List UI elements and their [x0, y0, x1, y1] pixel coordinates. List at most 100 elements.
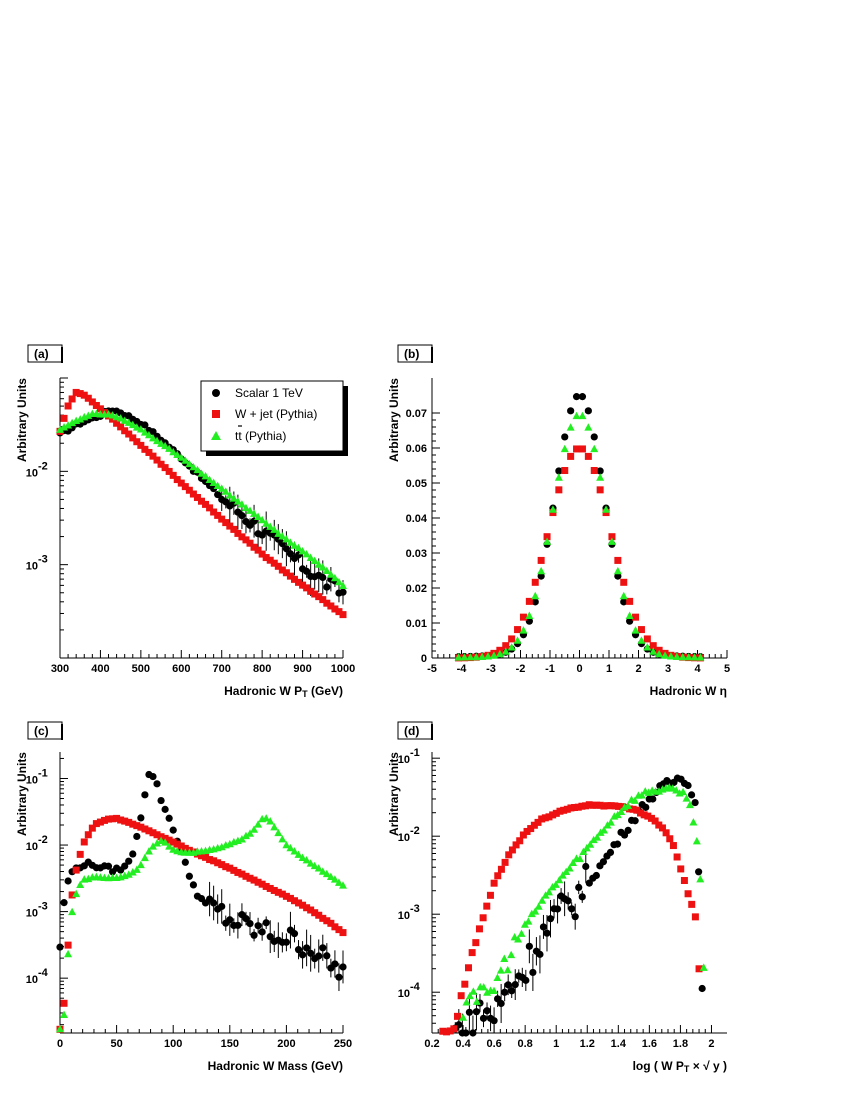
data-point-ttbar — [685, 800, 694, 809]
series-ttbar — [56, 814, 347, 1033]
data-point-ttbar — [531, 907, 540, 915]
data-point-wjet — [230, 525, 238, 533]
data-point-wjet — [173, 840, 181, 848]
data-point-ttbar — [266, 817, 275, 825]
data-point-ttbar — [649, 647, 658, 655]
data-point-ttbar — [128, 868, 137, 876]
data-point-wjet — [303, 584, 311, 592]
data-point-scalar — [564, 897, 572, 905]
data-point-wjet — [439, 1027, 447, 1035]
data-point-scalar — [169, 826, 177, 834]
data-point-ttbar — [56, 1024, 64, 1033]
x-axis-title: Hadronic W η — [650, 684, 727, 698]
data-point-wjet — [567, 804, 575, 812]
data-point-ttbar — [290, 541, 299, 549]
data-point-wjet — [286, 894, 294, 902]
data-point-wjet — [177, 479, 185, 487]
data-point-wjet — [137, 441, 145, 449]
data-point-ttbar — [298, 546, 307, 555]
data-point-scalar — [282, 545, 290, 553]
data-point-wjet — [202, 853, 210, 861]
data-point-scalar — [469, 1029, 477, 1037]
x-tick-label: 1000 — [331, 663, 355, 675]
data-point-wjet — [214, 511, 222, 519]
data-point-scalar — [250, 931, 258, 939]
data-point-wjet — [508, 846, 516, 854]
data-point-wjet — [640, 811, 648, 819]
data-point-ttbar — [459, 1013, 468, 1021]
data-point-ttbar — [201, 471, 210, 480]
data-point-wjet — [109, 815, 117, 823]
data-point-wjet — [274, 562, 282, 570]
data-point-scalar — [546, 915, 555, 923]
data-point-scalar — [462, 1029, 470, 1037]
data-point-ttbar — [472, 997, 481, 1005]
data-point-wjet — [501, 858, 509, 866]
data-point-wjet — [270, 559, 278, 567]
data-point-ttbar — [246, 829, 255, 837]
data-point-scalar — [56, 943, 64, 951]
data-point-wjet — [238, 870, 246, 878]
data-point-ttbar — [144, 847, 153, 855]
data-point-wjet — [105, 815, 113, 823]
data-point-wjet — [125, 430, 133, 438]
data-point-wjet — [68, 395, 76, 403]
data-point-wjet — [290, 575, 298, 583]
x-tick-label: 0 — [57, 1038, 63, 1050]
data-point-wjet — [637, 626, 645, 634]
data-point-ttbar — [565, 864, 574, 872]
data-point-ttbar — [560, 444, 569, 453]
data-point-wjet — [323, 599, 331, 607]
x-tick-label: 1.8 — [673, 1038, 688, 1050]
data-point-wjet — [508, 635, 516, 643]
data-point-ttbar — [258, 515, 267, 524]
data-point-ttbar — [692, 837, 701, 845]
data-point-scalar — [490, 1017, 498, 1025]
data-point-ttbar — [306, 553, 315, 561]
legend-marker-wjet — [212, 410, 220, 418]
data-point-wjet — [534, 818, 542, 826]
data-point-wjet — [643, 635, 651, 643]
x-tick-label: 250 — [334, 1038, 352, 1050]
data-point-wjet — [457, 992, 465, 1000]
data-point-wjet — [479, 914, 487, 922]
data-point-ttbar — [548, 882, 557, 891]
data-point-wjet — [327, 919, 335, 927]
data-point-scalar — [60, 899, 68, 907]
data-point-ttbar — [555, 875, 564, 884]
data-point-scalar — [214, 490, 222, 499]
data-point-scalar — [649, 795, 657, 803]
data-point-wjet — [446, 1027, 454, 1035]
data-point-scalar — [129, 850, 137, 858]
legend: Scalar 1 TeV W + jet (Pythia) tt (Pythia… — [200, 380, 348, 456]
data-point-wjet — [512, 841, 520, 849]
data-point-wjet — [695, 965, 703, 973]
data-point-wjet — [109, 415, 117, 423]
data-point-wjet — [662, 829, 670, 837]
y-tick-label: 10 — [398, 754, 410, 766]
data-point-wjet — [210, 857, 218, 865]
x-tick-label: 700 — [213, 663, 231, 675]
data-point-wjet — [303, 904, 311, 912]
data-point-wjet — [177, 842, 185, 850]
y-tick-label: 10 — [398, 910, 410, 922]
data-point-ttbar — [274, 529, 283, 537]
data-point-ttbar — [606, 818, 615, 826]
data-point-ttbar — [237, 835, 246, 843]
data-point-scalar — [331, 960, 339, 968]
data-point-ttbar — [548, 505, 557, 513]
data-point-wjet — [632, 613, 640, 621]
chart-panel-d: (d)0.2 0.4 0.6 0.8 1 1.2 1.4 1.6 1.8 210-110-210-… — [387, 721, 727, 1074]
data-point-scalar — [531, 598, 539, 606]
data-point-ttbar — [124, 870, 133, 878]
data-point-scalar — [335, 973, 343, 981]
x-tick-label: 1.6 — [642, 1038, 657, 1050]
data-point-ttbar — [538, 896, 547, 904]
data-point-ttbar — [197, 469, 206, 477]
y-tick-exponent: -1 — [410, 747, 420, 759]
y-tick-exponent: -3 — [38, 901, 48, 913]
data-point-wjet — [193, 493, 201, 501]
data-point-wjet — [266, 884, 274, 892]
data-point-wjet — [464, 964, 472, 972]
chart-panel-c: (c)0 50 100 150 200 25010-110-210-310-4Arbitr… — [15, 721, 352, 1073]
